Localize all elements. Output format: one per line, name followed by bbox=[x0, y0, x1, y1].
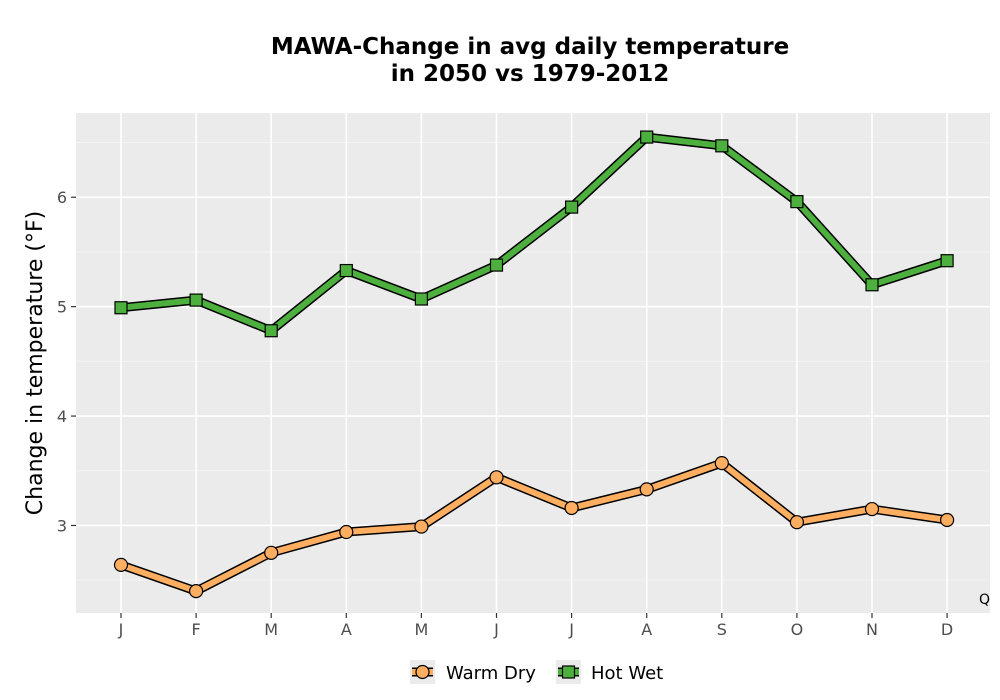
data-point bbox=[113, 557, 129, 572]
legend-item-hot-wet: Hot Wet bbox=[556, 660, 663, 684]
data-point bbox=[564, 500, 579, 516]
x-tick-label: N bbox=[866, 620, 878, 639]
chart-title-line-1: MAWA-Change in avg daily temperature bbox=[271, 34, 789, 60]
legend-item-warm-dry: Warm Dry bbox=[410, 660, 536, 684]
y-tick-label: 3 bbox=[57, 516, 67, 535]
legend: Warm Dry Hot Wet bbox=[410, 660, 663, 684]
x-tick-label: O bbox=[791, 620, 804, 639]
data-point bbox=[114, 301, 128, 315]
data-point bbox=[939, 512, 955, 528]
data-point bbox=[639, 482, 654, 497]
data-point bbox=[264, 324, 278, 338]
legend-label: Warm Dry bbox=[446, 663, 536, 684]
data-point bbox=[189, 293, 203, 307]
y-tick-label: 4 bbox=[57, 407, 67, 426]
data-point bbox=[264, 545, 279, 560]
y-axis-ticks: 3 4 5 6 bbox=[57, 188, 76, 535]
x-tick-label: A bbox=[641, 620, 652, 639]
data-point bbox=[940, 254, 954, 268]
data-point bbox=[414, 519, 429, 534]
series-line bbox=[118, 134, 951, 334]
data-point bbox=[564, 200, 579, 214]
legend-label: Hot Wet bbox=[591, 663, 663, 684]
x-tick-label: J bbox=[118, 620, 124, 639]
x-tick-label: F bbox=[191, 620, 200, 639]
x-tick-label: J bbox=[493, 620, 499, 639]
data-point bbox=[865, 278, 879, 292]
series-hot-wet bbox=[114, 130, 954, 338]
x-tick-label: A bbox=[341, 620, 352, 639]
series-warm-dry bbox=[113, 456, 955, 599]
x-tick-label: D bbox=[941, 620, 953, 639]
y-axis-label: Change in temperature (°F) bbox=[23, 211, 48, 515]
plot-panel bbox=[76, 113, 990, 613]
data-point bbox=[715, 139, 729, 153]
data-point bbox=[414, 292, 428, 306]
x-tick-label: M bbox=[264, 620, 278, 639]
legend-marker bbox=[415, 664, 430, 680]
data-point bbox=[489, 258, 504, 272]
data-point bbox=[714, 456, 729, 471]
x-tick-label: J bbox=[568, 620, 574, 639]
series-line bbox=[118, 460, 951, 595]
legend-marker bbox=[561, 665, 576, 679]
data-point bbox=[789, 515, 805, 530]
data-point bbox=[864, 501, 880, 517]
data-point bbox=[339, 524, 354, 540]
y-tick-label: 6 bbox=[57, 188, 67, 207]
data-point bbox=[640, 130, 654, 144]
data-point bbox=[790, 195, 804, 209]
corner-label: Q bbox=[979, 592, 990, 608]
x-tick-label: M bbox=[414, 620, 428, 639]
data-point bbox=[489, 470, 504, 485]
series-layer bbox=[113, 130, 955, 599]
x-tick-label: S bbox=[717, 620, 727, 639]
data-point bbox=[339, 263, 353, 278]
data-point bbox=[189, 584, 204, 599]
y-tick-label: 5 bbox=[57, 298, 67, 317]
chart-title-line-2: in 2050 vs 1979-2012 bbox=[391, 61, 670, 87]
